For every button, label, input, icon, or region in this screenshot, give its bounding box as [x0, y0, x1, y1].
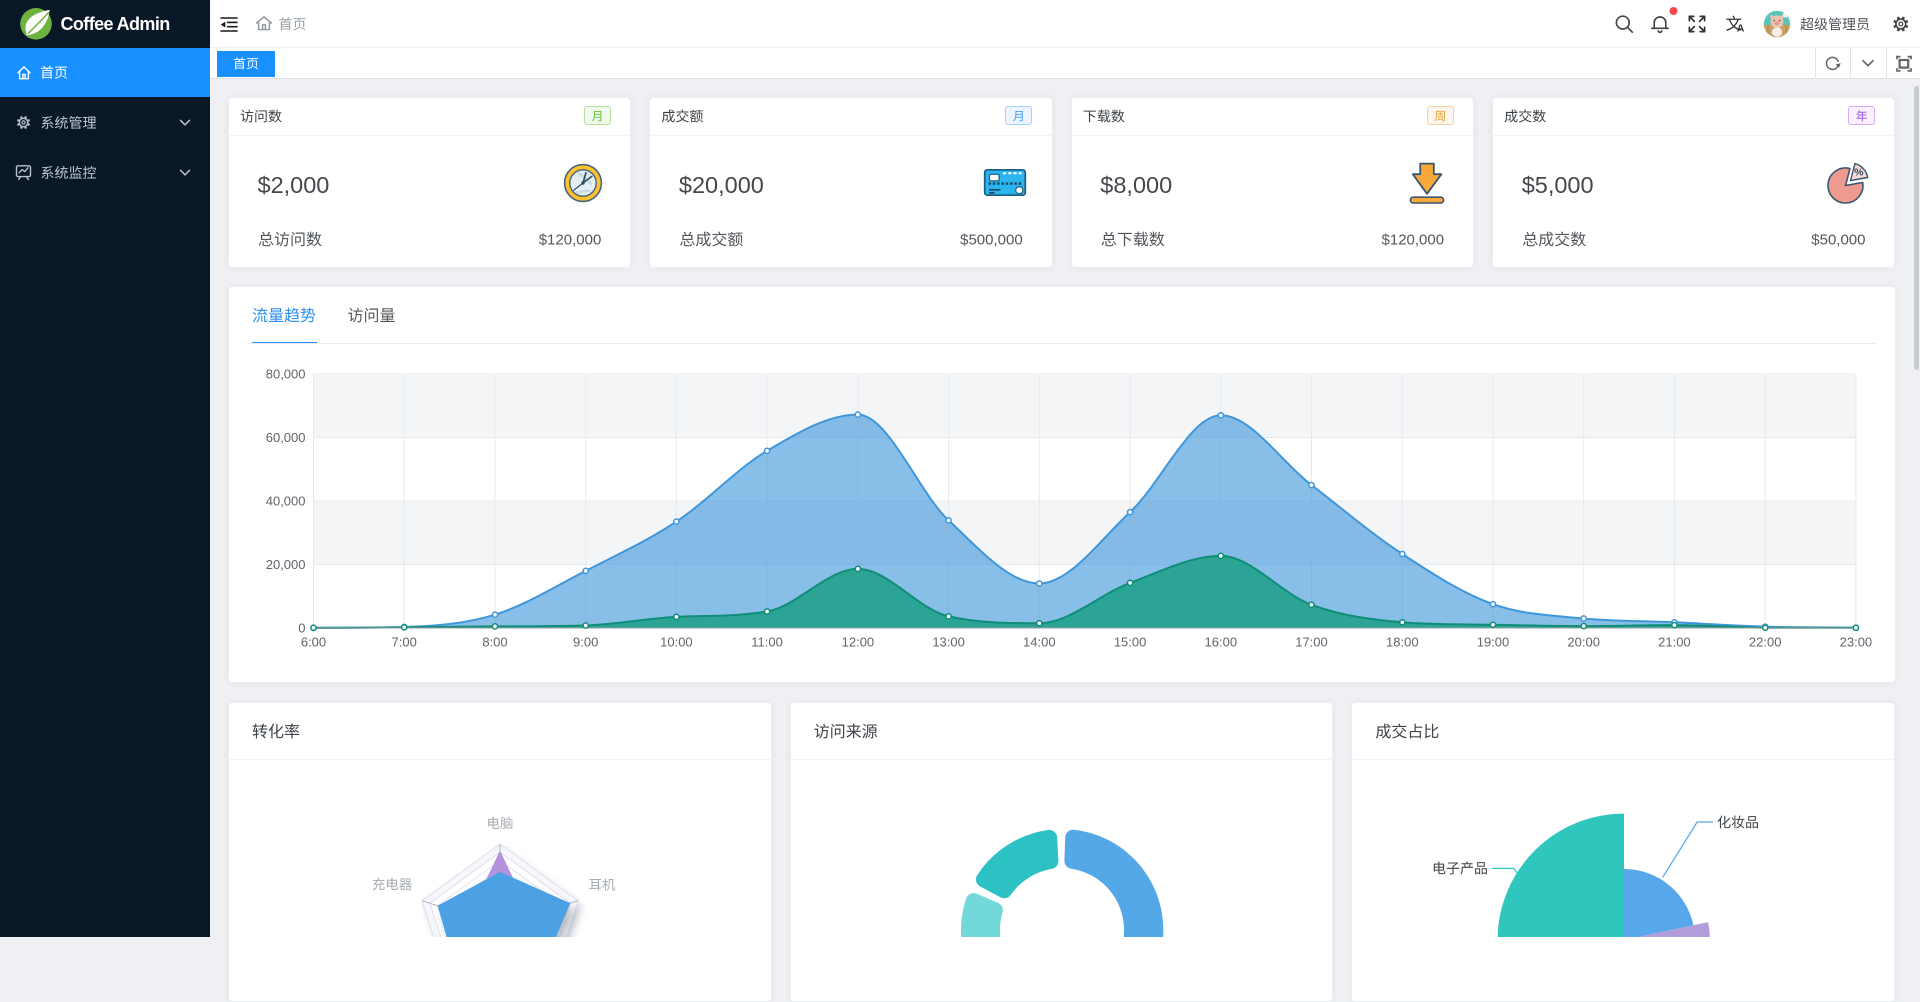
- svg-text:20:00: 20:00: [1567, 634, 1600, 649]
- svg-text:10:00: 10:00: [660, 634, 693, 649]
- svg-text:0: 0: [298, 621, 305, 636]
- svg-text:18:00: 18:00: [1386, 634, 1419, 649]
- svg-text:16:00: 16:00: [1205, 634, 1238, 649]
- svg-text:$20,000: $20,000: [679, 172, 764, 198]
- svg-text:$8,000: $8,000: [1100, 172, 1172, 198]
- svg-text:12:00: 12:00: [842, 634, 875, 649]
- svg-text:A: A: [1737, 23, 1745, 35]
- svg-text:$5,000: $5,000: [1522, 172, 1594, 198]
- svg-text:6:00: 6:00: [301, 634, 326, 649]
- svg-text:80,000: 80,000: [266, 367, 306, 382]
- svg-text:13:00: 13:00: [932, 634, 965, 649]
- svg-text:22:00: 22:00: [1749, 634, 1782, 649]
- svg-text:60,000: 60,000: [266, 430, 306, 445]
- svg-text:23:00: 23:00: [1840, 634, 1873, 649]
- svg-text:$500,000: $500,000: [960, 231, 1023, 248]
- svg-text:21:00: 21:00: [1658, 634, 1691, 649]
- svg-text:15:00: 15:00: [1114, 634, 1147, 649]
- svg-text:$120,000: $120,000: [539, 231, 602, 248]
- svg-text:40,000: 40,000: [266, 494, 306, 509]
- svg-text:$50,000: $50,000: [1811, 231, 1865, 248]
- svg-text:8:00: 8:00: [482, 634, 507, 649]
- svg-text:9:00: 9:00: [573, 634, 598, 649]
- svg-text:%: %: [1854, 167, 1864, 179]
- svg-text:$120,000: $120,000: [1382, 231, 1445, 248]
- svg-text:11:00: 11:00: [751, 634, 783, 649]
- svg-text:14:00: 14:00: [1023, 634, 1056, 649]
- svg-text:20,000: 20,000: [266, 557, 306, 572]
- svg-text:$2,000: $2,000: [258, 172, 330, 198]
- svg-text:19:00: 19:00: [1477, 634, 1510, 649]
- svg-text:7:00: 7:00: [392, 634, 417, 649]
- svg-text:17:00: 17:00: [1295, 634, 1328, 649]
